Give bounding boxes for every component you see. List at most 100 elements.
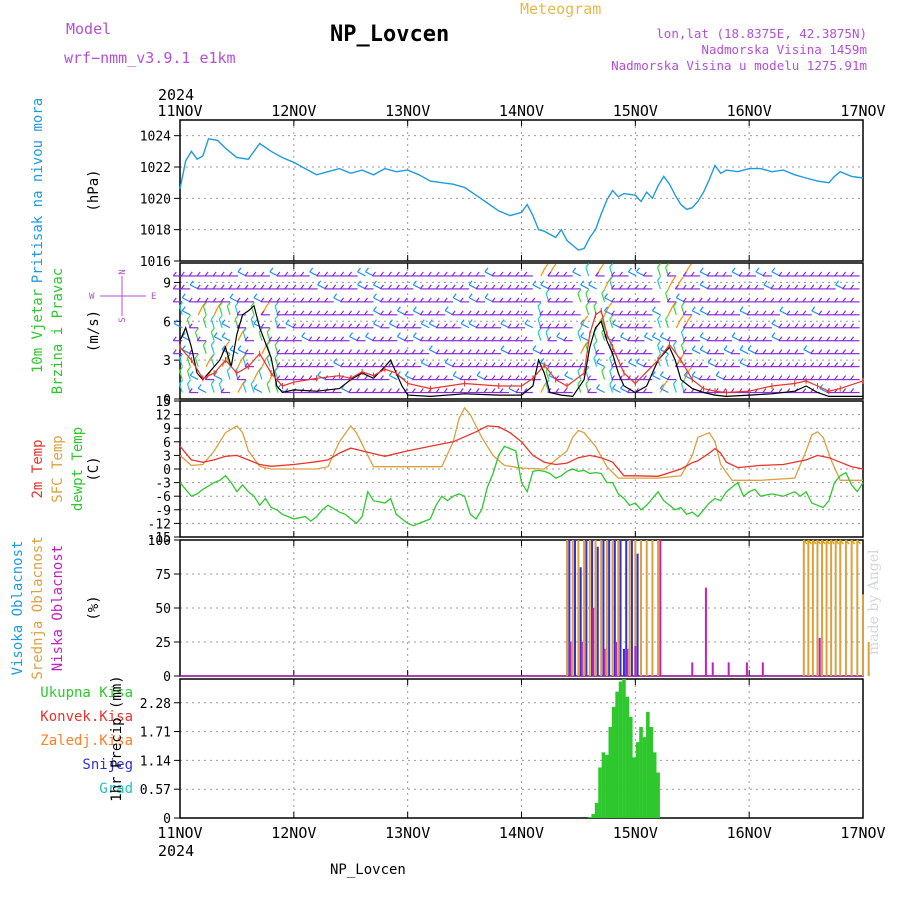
wind-barb xyxy=(210,383,215,393)
wind-barb-flag xyxy=(172,349,177,355)
wind-barb-flag xyxy=(324,336,329,342)
wind-barb-flag xyxy=(746,271,751,277)
wind-barb-flag xyxy=(754,349,759,355)
wind-barb-flag xyxy=(730,284,735,290)
wind-barb-flag xyxy=(348,323,353,329)
y-tick-label: 1.71 xyxy=(140,726,171,741)
wind-barb-flag xyxy=(459,310,464,316)
wind-barb-flag xyxy=(507,310,512,316)
wind-barb-flag xyxy=(810,362,815,367)
wind-barb-flag xyxy=(834,310,839,316)
wind-barb-flag xyxy=(600,263,605,269)
wind-barb-flag xyxy=(706,375,711,380)
legend-0: Ukupna Kisa xyxy=(40,685,133,701)
wind-barb-flag xyxy=(372,388,376,393)
x-tick-label-bottom: 12NOV xyxy=(271,824,316,842)
wind-barb-flag xyxy=(234,314,239,320)
wind-barb xyxy=(604,280,610,290)
wind-barb xyxy=(628,271,637,277)
precip-bar xyxy=(642,737,647,818)
wind-barb-flag xyxy=(276,349,281,355)
coordinates: lon,lat (18.8375E, 42.3875N) xyxy=(656,26,867,41)
wind-barb xyxy=(699,310,709,316)
wind-barb-flag xyxy=(679,315,684,321)
wind-barb-flag xyxy=(253,384,258,389)
wind-barb-flag xyxy=(260,271,265,277)
wind-barb xyxy=(593,357,598,367)
wind-barb-flag xyxy=(666,271,671,277)
wind-barb-flag xyxy=(611,271,616,277)
wind-barb-flag xyxy=(619,310,623,316)
wind-barb-flag xyxy=(826,284,831,290)
wind-barb-flag xyxy=(324,349,329,355)
wind-barb-flag xyxy=(308,310,313,316)
wind-barb xyxy=(580,336,589,342)
cloud-bar-hook xyxy=(821,539,826,545)
wind-barb-flag xyxy=(403,297,408,303)
wind-barb xyxy=(274,383,279,393)
wind-barb xyxy=(210,344,215,354)
wind-barb xyxy=(357,271,366,277)
y-tick-label: 6 xyxy=(163,436,171,451)
wind-barb-flag xyxy=(357,280,362,286)
wind-barb-flag xyxy=(403,271,408,277)
wind-barb-flag xyxy=(220,388,225,393)
wind-barb-flag xyxy=(364,323,368,329)
wind-barb-flag xyxy=(842,362,847,367)
wind-barb-flag xyxy=(372,319,377,325)
wind-barb xyxy=(253,297,263,303)
wind-barb-flag xyxy=(786,336,791,342)
wind-barb-flag xyxy=(665,288,670,294)
wind-barb-flag xyxy=(483,375,488,380)
wind-barb-flag xyxy=(379,388,384,393)
wind-barb-flag xyxy=(274,314,279,320)
precip-bar xyxy=(656,772,660,818)
wind-barb-flag xyxy=(379,349,384,355)
wind-barb-flag xyxy=(340,349,345,355)
wind-barb xyxy=(739,349,749,355)
wind-barb-flag xyxy=(746,310,751,316)
wind-barb-flag xyxy=(468,280,473,286)
precip-bar xyxy=(615,691,619,818)
wind-barb-flag xyxy=(842,297,847,303)
wind-barb xyxy=(405,374,414,381)
wind-barb-flag xyxy=(556,332,561,337)
wind-barb-flag xyxy=(601,366,606,372)
wind-barb-flag xyxy=(706,388,711,393)
y-tick-label: 1024 xyxy=(140,130,171,145)
wind-barb-flag xyxy=(292,310,297,316)
wind-barb xyxy=(261,345,267,354)
wind-barb-flag xyxy=(340,310,345,316)
wind-barb-flag xyxy=(253,319,258,325)
wind-barb-flag xyxy=(403,310,408,316)
wind-barb-flag xyxy=(221,345,226,350)
wind-barb xyxy=(660,374,669,381)
wind-barb-flag xyxy=(601,288,606,294)
wind-barb-flag xyxy=(276,336,281,342)
wind-barb-flag xyxy=(269,267,274,273)
wind-barb xyxy=(540,361,550,368)
wind-barb-flag xyxy=(483,323,488,329)
wind-barb-flag xyxy=(523,271,528,277)
wind-barb-flag xyxy=(467,349,472,355)
compass-s: S xyxy=(118,317,128,322)
wind-barb xyxy=(580,319,586,329)
wind-barb-flag xyxy=(292,336,297,342)
wind-barb xyxy=(258,370,263,380)
panel-cloud: 0 25 50 75 100 Visoka Oblacnost Srednja Oblacn… xyxy=(10,534,870,685)
wind-barb-flag xyxy=(220,284,225,290)
wind-barb-flag xyxy=(443,297,448,303)
wind-barb-flag xyxy=(547,336,552,342)
wind-barb xyxy=(413,336,422,342)
wind-barb-flag xyxy=(826,310,831,316)
x-tick-label-top: 15NOV xyxy=(613,102,658,120)
wind-barb-flag xyxy=(714,336,719,342)
wind-barb-flag xyxy=(706,297,711,303)
wind-barb-flag xyxy=(372,306,377,312)
wind-barb-flag xyxy=(563,271,568,277)
wind-barb-flag xyxy=(593,301,598,307)
wind-barb xyxy=(189,284,199,290)
wind-barb-flag xyxy=(738,284,743,290)
wind-barb xyxy=(508,387,518,394)
precip-bar xyxy=(594,802,599,818)
